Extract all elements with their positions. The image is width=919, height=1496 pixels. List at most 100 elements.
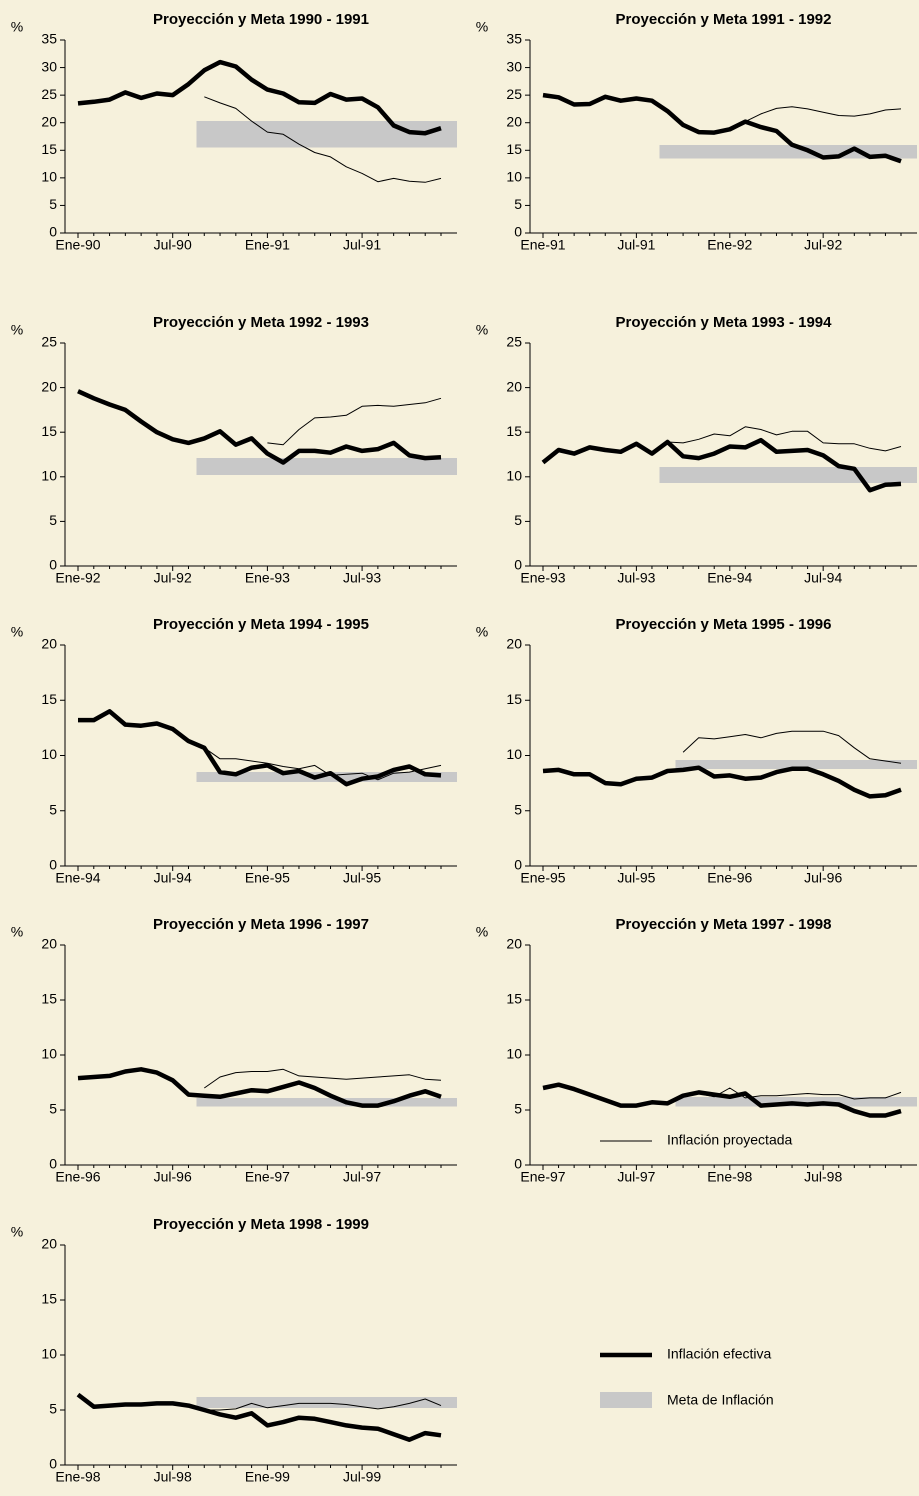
target-band [768,759,785,769]
x-tick-label: Jul-94 [804,570,842,586]
x-tick-label: Ene-97 [245,1169,290,1185]
y-tick-label: 0 [514,857,522,873]
target-band [690,144,707,159]
target-band [815,466,831,484]
target-band [433,121,457,148]
x-tick-label: Jul-97 [343,1169,381,1185]
series-line [667,426,902,452]
target-band [862,759,878,769]
target-band [354,1097,370,1107]
series-line [542,1082,902,1118]
y-tick-label: 0 [514,557,522,573]
y-tick-label: 10 [506,169,522,185]
x-tick-label: Ene-91 [245,237,290,253]
target-band [846,1096,863,1107]
target-band [196,458,213,476]
x-tick-label: Jul-90 [154,237,192,253]
y-tick-label: 0 [49,557,57,573]
y-tick-label: 25 [41,86,57,102]
target-band [706,759,722,769]
chart-title: Proyección y Meta 1990 - 1991 [153,11,369,28]
target-band [722,759,738,769]
x-tick-label: Ene-98 [707,1169,752,1185]
y-tick-label: 5 [49,1101,57,1117]
target-band [385,458,402,476]
x-tick-label: Jul-94 [154,870,192,886]
y-tick-label: 35 [41,31,57,47]
target-band [799,1096,816,1107]
target-band [212,772,228,783]
target-band [784,759,800,769]
target-band [675,144,691,159]
y-axis-label: % [476,322,488,338]
target-band [830,759,847,769]
y-axis-label: % [476,19,488,35]
target-band [196,121,213,148]
target-band [417,1097,434,1107]
chart-panel: Proyección y Meta 1991 - 1992% 0 5 10 15 20 25… [476,11,917,253]
y-tick-label: 5 [514,801,522,817]
chart-panel: Proyección y Meta 1995 - 1996% 0 5 10 15 20 En… [476,616,917,886]
x-tick-label: Jul-91 [343,237,381,253]
target-band [722,144,738,159]
series-line [204,747,442,781]
y-tick-label: 0 [514,1156,522,1172]
target-band [433,1396,457,1408]
target-band [417,1396,434,1408]
chart-panel: Proyección y Meta 1993 - 1994% 0 5 10 15 20 25… [476,314,917,586]
target-band [291,1097,307,1107]
y-tick-label: 15 [41,1291,57,1307]
target-band [196,1097,213,1107]
y-axis-label: % [476,624,488,640]
x-tick-label: Ene-94 [55,870,100,886]
x-tick-label: Jul-93 [617,570,655,586]
target-band [291,1396,307,1408]
target-band [212,458,228,476]
x-tick-label: Ene-95 [520,870,565,886]
target-band [369,458,386,476]
chart-title: Proyección y Meta 1995 - 1996 [616,616,832,633]
target-band [322,1396,339,1408]
target-band [338,772,355,783]
target-band [690,1096,707,1107]
y-tick-label: 20 [506,636,522,652]
y-tick-label: 10 [41,169,57,185]
target-band [846,759,863,769]
y-tick-label: 0 [49,224,57,240]
y-tick-label: 5 [49,1401,57,1417]
target-band [433,772,457,783]
target-band [706,466,722,484]
chart-title: Proyección y Meta 1991 - 1992 [616,11,832,28]
y-tick-label: 5 [49,801,57,817]
target-band [243,772,260,783]
series-line [76,1392,442,1442]
target-band [275,772,292,783]
target-band [338,458,355,476]
target-band [212,1396,228,1408]
legend-label: Meta de Inflación [667,1392,774,1408]
y-tick-label: 20 [41,936,57,952]
x-tick-label: Jul-98 [804,1169,842,1185]
legend-label: Inflación proyectada [667,1132,793,1148]
target-band [259,121,276,148]
target-band [877,759,894,769]
y-tick-label: 15 [506,423,522,439]
target-band [243,121,260,148]
x-tick-label: Jul-96 [804,870,842,886]
legend: Inflación proyectada Inflación efectiva … [600,1132,793,1408]
y-tick-label: 10 [41,1346,57,1362]
y-tick-label: 20 [506,936,522,952]
x-tick-label: Jul-95 [343,870,381,886]
target-band [291,772,307,783]
y-tick-label: 20 [41,636,57,652]
y-axis-label: % [11,19,23,35]
target-band [401,1097,418,1107]
y-tick-label: 10 [506,746,522,762]
target-band [753,144,769,159]
target-band [401,1396,418,1408]
series-line [204,1398,442,1411]
y-tick-label: 15 [506,991,522,1007]
target-band [737,466,754,484]
target-band [227,772,244,783]
